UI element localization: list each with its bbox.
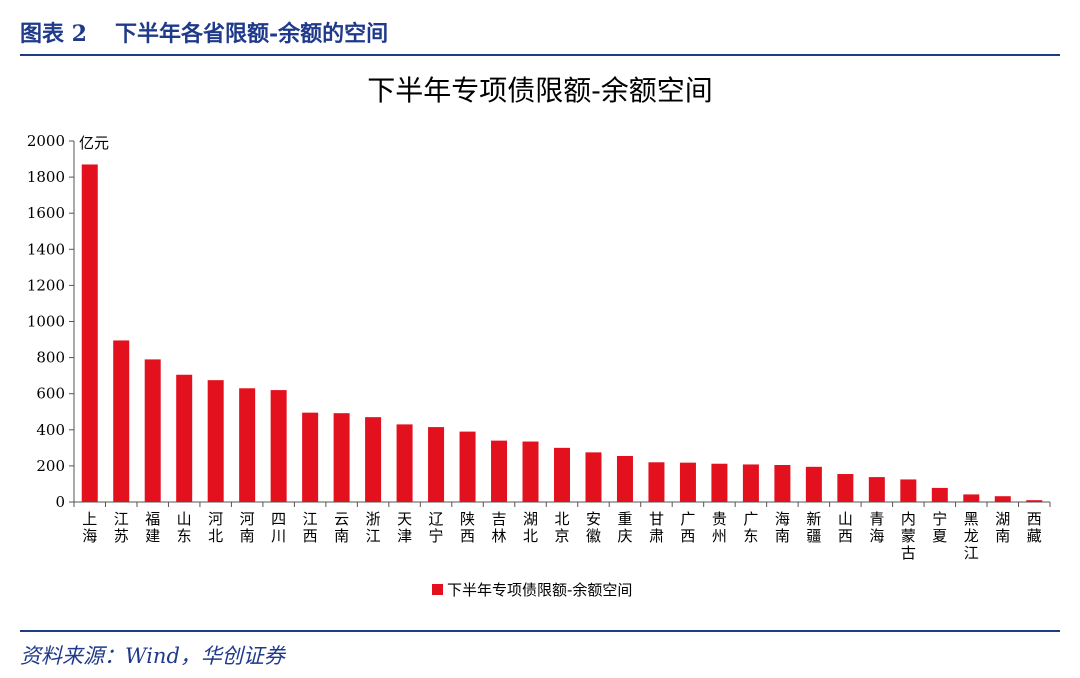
y-tick-label: 0 — [55, 493, 65, 511]
top-divider — [20, 54, 1060, 56]
bar-31 — [1026, 500, 1043, 502]
x-tick-label: 重庆 — [617, 510, 632, 545]
bar-4 — [176, 374, 193, 502]
figure-header: 图表 2 下半年各省限额-余额的空间 — [20, 16, 388, 48]
bar-3 — [144, 359, 161, 502]
x-tick-label: 新疆 — [806, 510, 821, 545]
x-tick-label: 河南 — [240, 510, 255, 545]
x-tick-label: 福建 — [145, 510, 160, 545]
bar-chart: 下半年专项债限额-余额空间 0 200 400 600 800 1000 1200 1400 16… — [27, 74, 1051, 599]
x-tick-label: 贵州 — [712, 510, 727, 545]
x-tick-label: 广东 — [743, 510, 758, 545]
bar-14 — [491, 440, 508, 502]
bar-18 — [616, 455, 633, 502]
x-tick-label: 宁夏 — [932, 510, 947, 545]
x-tick-label: 湖北 — [523, 510, 538, 545]
legend-swatch — [432, 584, 443, 595]
x-tick-label: 湖南 — [995, 510, 1010, 545]
y-tick-label: 1000 — [27, 313, 65, 331]
y-tick-label: 800 — [36, 349, 65, 367]
x-tick-label: 黑龙江 — [964, 510, 979, 562]
bar-15 — [522, 441, 539, 502]
bar-26 — [868, 477, 885, 502]
bar-24 — [805, 466, 822, 502]
bar-23 — [774, 464, 791, 502]
bar-2 — [113, 340, 130, 502]
bar-12 — [428, 427, 445, 502]
bar-5 — [207, 380, 224, 502]
y-unit-label: 亿元 — [79, 134, 109, 152]
bar-25 — [837, 474, 854, 502]
y-tick-label: 2000 — [27, 132, 65, 150]
x-tick-label: 甘肃 — [649, 510, 664, 545]
x-tick-label: 西藏 — [1027, 510, 1042, 545]
x-tick-label: 广西 — [680, 510, 695, 545]
y-tick-label: 400 — [36, 421, 65, 439]
y-tick-label: 600 — [36, 385, 65, 403]
x-tick-label: 吉林 — [492, 510, 507, 545]
y-tick-label: 200 — [36, 457, 65, 475]
chart-title: 下半年专项债限额-余额空间 — [367, 74, 712, 107]
bar-1 — [81, 164, 98, 502]
x-tick-label: 辽宁 — [429, 510, 444, 545]
bar-17 — [585, 452, 602, 502]
y-tick-label: 1400 — [27, 240, 65, 258]
bar-22 — [742, 464, 759, 502]
x-tick-label: 河北 — [208, 510, 223, 545]
x-tick-label: 青海 — [869, 510, 884, 545]
x-tick-label: 云南 — [334, 510, 349, 545]
x-tick-label: 天津 — [397, 510, 412, 545]
bar-16 — [554, 447, 570, 502]
bottom-divider — [20, 630, 1060, 632]
y-tick-label: 1600 — [27, 204, 65, 222]
x-tick-label: 内蒙古 — [901, 510, 916, 562]
x-tick-label: 北京 — [554, 510, 569, 545]
bar-21 — [711, 463, 728, 502]
bar-6 — [239, 388, 256, 502]
x-tick-label: 安徽 — [586, 510, 601, 545]
bar-28 — [931, 487, 948, 502]
source-note: 资料来源：Wind，华创证券 — [20, 644, 285, 668]
bar-9 — [333, 413, 350, 502]
bar-10 — [365, 417, 382, 502]
bar-7 — [270, 390, 287, 502]
figure-title: 下半年各省限额-余额的空间 — [114, 21, 389, 47]
x-tick-label: 山东 — [177, 510, 192, 545]
y-tick-label: 1200 — [27, 276, 65, 294]
figure-label: 图表 2 — [20, 21, 87, 47]
x-tick-label: 陕西 — [460, 510, 475, 545]
x-tick-label: 上海 — [82, 510, 97, 545]
x-tick-label: 山西 — [838, 510, 853, 545]
x-tick-label: 浙江 — [366, 510, 381, 545]
bar-20 — [679, 462, 696, 502]
bar-30 — [994, 496, 1011, 502]
bar-13 — [459, 431, 476, 502]
x-tick-label: 江苏 — [114, 510, 129, 545]
bar-27 — [900, 479, 917, 502]
bar-8 — [302, 412, 319, 502]
y-tick-label: 1800 — [27, 168, 65, 186]
x-tick-label: 四川 — [271, 510, 286, 545]
legend-label: 下半年专项债限额-余额空间 — [447, 581, 632, 599]
x-tick-label: 海南 — [775, 510, 790, 545]
bar-29 — [963, 494, 980, 502]
bar-11 — [396, 424, 413, 502]
x-tick-label: 江西 — [303, 510, 318, 545]
bar-19 — [648, 462, 665, 502]
